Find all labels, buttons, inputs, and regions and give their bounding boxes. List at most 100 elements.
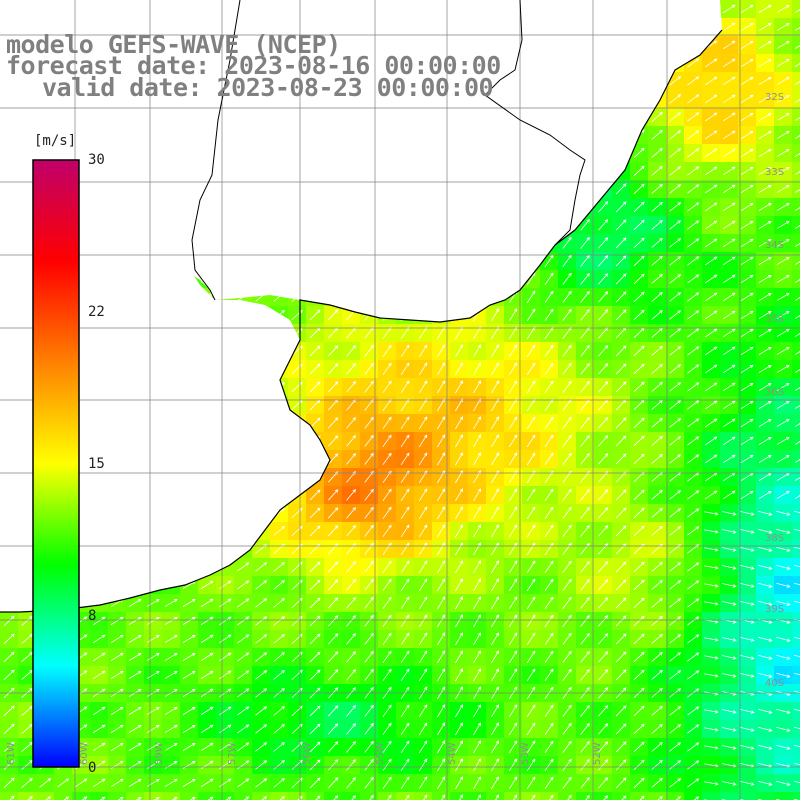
wind-cell — [792, 72, 800, 91]
wind-cell — [144, 792, 163, 800]
wind-cell — [792, 414, 800, 433]
wind-cell — [792, 270, 800, 289]
wind-cell — [324, 792, 343, 800]
wind-arrow — [776, 23, 790, 31]
wind-cell — [756, 792, 775, 800]
wind-cell — [792, 144, 800, 163]
wind-cell — [504, 792, 523, 800]
wind-arrow — [722, 22, 736, 32]
wind-cell — [558, 792, 577, 800]
wind-cell — [792, 18, 800, 37]
wind-arrow — [758, 4, 772, 13]
wind-cell — [720, 792, 739, 800]
wind-cell — [792, 396, 800, 415]
wind-cell — [792, 54, 800, 73]
wind-cell — [792, 306, 800, 325]
wind-cell — [792, 504, 800, 523]
wind-cell — [36, 792, 55, 800]
lon-label: 57W — [227, 742, 238, 765]
wind-cell — [792, 432, 800, 451]
wind-cell — [252, 792, 271, 800]
lon-label: 59W — [154, 742, 165, 765]
lat-label: 32S — [765, 92, 784, 103]
wind-cell — [792, 774, 800, 793]
wind-cell — [378, 792, 397, 800]
lat-label: 38S — [765, 533, 784, 544]
wind-cell — [108, 792, 127, 800]
wind-cell — [360, 792, 379, 800]
colorbar-tick-15: 15 — [88, 456, 105, 472]
wind-cell — [270, 792, 289, 800]
colorbar-units: [m/s] — [34, 133, 77, 149]
wind-cell — [630, 792, 649, 800]
lat-label: 33S — [765, 167, 784, 178]
wind-cell — [450, 792, 469, 800]
wind-cell — [18, 792, 37, 800]
wind-cell — [792, 648, 800, 667]
wind-cell — [288, 792, 307, 800]
wind-cell — [594, 792, 613, 800]
wind-cell — [90, 792, 109, 800]
wind-cell — [792, 162, 800, 181]
wind-cell — [522, 792, 541, 800]
wind-cell — [792, 198, 800, 217]
wind-cell — [792, 324, 800, 343]
wind-cell — [792, 720, 800, 739]
colorbar-fill — [32, 159, 80, 768]
lon-label: 55W — [375, 742, 386, 765]
wind-cell — [792, 594, 800, 613]
wind-cell — [792, 702, 800, 721]
lat-label: 36S — [765, 387, 784, 398]
wind-arrow — [776, 5, 790, 13]
wind-cell — [774, 792, 793, 800]
wind-cell — [702, 792, 721, 800]
wind-cell — [468, 792, 487, 800]
wind-arrow — [758, 22, 772, 31]
title-valid-date: valid date: 2023-08-23 00:00:00 — [42, 73, 494, 102]
wind-cell — [414, 792, 433, 800]
wind-cell — [648, 792, 667, 800]
wind-arrow — [794, 27, 800, 31]
wind-cell — [684, 792, 703, 800]
wind-cell — [792, 288, 800, 307]
wind-arrow — [740, 22, 754, 32]
wind-cell — [792, 540, 800, 559]
wind-cell — [198, 792, 217, 800]
wind-cell — [792, 216, 800, 235]
colorbar-tick-0: 0 — [88, 760, 97, 776]
wind-cell — [792, 234, 800, 253]
wind-cell — [162, 792, 181, 800]
wind-cell — [306, 792, 325, 800]
lat-label: 34S — [765, 240, 784, 251]
wind-cell — [792, 666, 800, 685]
wind-cell — [234, 792, 253, 800]
colorbar — [32, 159, 80, 768]
wind-cell — [792, 522, 800, 541]
wind-cell — [792, 180, 800, 199]
wind-cell — [792, 90, 800, 109]
lon-label: 54W — [447, 742, 458, 765]
wind-cell — [612, 792, 631, 800]
wind-cell — [792, 612, 800, 631]
wind-cell — [792, 630, 800, 649]
wind-cell — [396, 792, 415, 800]
wind-cell — [486, 792, 505, 800]
wind-cell — [792, 36, 800, 55]
lon-label: 56W — [302, 742, 313, 765]
wind-cell — [792, 738, 800, 757]
lon-label: 53W — [520, 742, 531, 765]
wind-cell — [792, 558, 800, 577]
wind-cell — [792, 378, 800, 397]
lon-label: 61W — [6, 742, 17, 765]
wind-cell — [792, 108, 800, 127]
wind-cell — [792, 576, 800, 595]
wind-cell — [126, 792, 145, 800]
wind-cell — [666, 792, 685, 800]
wind-arrow — [794, 9, 800, 13]
wind-cell — [792, 468, 800, 487]
wind-cell — [540, 792, 559, 800]
wind-cell — [792, 342, 800, 361]
wind-cell — [792, 792, 800, 800]
wind-cell — [792, 486, 800, 505]
